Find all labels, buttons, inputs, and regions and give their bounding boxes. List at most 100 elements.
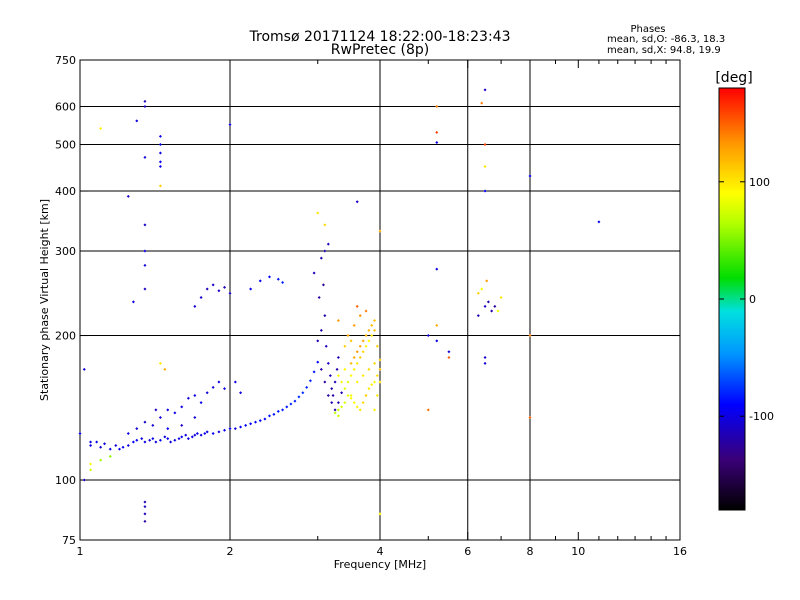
colorbar-ticks: 100 0 -100 — [719, 176, 774, 423]
data-point-O — [205, 287, 209, 291]
y-axis-label: Stationary phase Virtual Height [km] — [38, 199, 51, 401]
data-point-X — [336, 408, 340, 412]
data-point-O — [319, 328, 323, 332]
data-point-X — [370, 334, 374, 338]
data-point-X — [367, 328, 371, 332]
data-point-O — [135, 438, 139, 442]
x-tick-label: 6 — [464, 545, 471, 558]
data-point-O — [163, 435, 167, 439]
data-point-X — [352, 401, 356, 405]
data-point-O — [103, 442, 107, 446]
data-point-O — [143, 440, 147, 444]
data-point-O — [177, 437, 181, 441]
data-point-X — [378, 229, 382, 233]
data-point-X — [358, 355, 362, 359]
data-point-X — [343, 367, 347, 371]
data-point-O — [258, 419, 262, 423]
data-point-X — [361, 401, 365, 405]
data-point-X — [336, 318, 340, 322]
data-point-O — [335, 367, 339, 371]
data-point-X — [485, 279, 489, 283]
data-point-O — [244, 423, 248, 427]
data-point-O — [330, 387, 334, 391]
x-tick-label: 16 — [673, 545, 687, 558]
data-point-O — [143, 519, 147, 523]
data-point-O — [180, 405, 184, 409]
data-point-O — [199, 401, 203, 405]
data-point-O — [223, 387, 227, 391]
data-point-X — [349, 374, 353, 378]
data-point-X — [375, 394, 379, 398]
data-point-O — [166, 437, 170, 441]
data-point-O — [323, 314, 327, 318]
data-point-O — [249, 287, 253, 291]
axis-ticks: 1 2 4 6 8 10 16 75 100 200 300 400 500 600 750 — [55, 54, 687, 558]
data-point-X — [435, 105, 439, 109]
data-point-O — [328, 374, 332, 378]
data-point-O — [281, 408, 285, 412]
data-point-O — [126, 432, 130, 436]
data-point-X — [340, 380, 344, 384]
data-point-O — [211, 432, 215, 436]
data-point-O — [326, 394, 330, 398]
data-point-O — [143, 99, 147, 103]
data-point-O — [272, 412, 276, 416]
data-point-X — [480, 101, 484, 105]
data-point-X — [480, 287, 484, 291]
data-point-X — [349, 339, 353, 343]
data-point-O — [490, 309, 494, 313]
data-point-X — [378, 367, 382, 371]
data-point-O — [435, 140, 439, 144]
data-point-O — [223, 428, 227, 432]
data-point-O — [312, 271, 316, 275]
data-point-X — [378, 512, 382, 516]
data-point-X — [358, 314, 362, 318]
data-point-X — [364, 334, 368, 338]
data-point-O — [323, 249, 327, 253]
data-point-O — [233, 380, 237, 384]
data-point-O — [233, 427, 237, 431]
data-point-O — [143, 105, 147, 109]
data-point-X — [355, 380, 359, 384]
x-tick-label: 8 — [527, 545, 534, 558]
data-point-O — [193, 304, 197, 308]
legend-title: Phases — [630, 24, 665, 35]
data-point-X — [352, 367, 356, 371]
data-point-X — [89, 468, 93, 472]
data-point-O — [199, 296, 203, 300]
data-point-O — [483, 88, 487, 92]
y-tick-label: 300 — [55, 245, 76, 258]
data-point-O — [143, 249, 147, 253]
x-tick-label: 4 — [377, 545, 384, 558]
data-point-X — [364, 394, 368, 398]
data-point-X — [370, 323, 374, 327]
data-point-X — [158, 184, 162, 188]
data-point-O — [276, 277, 280, 281]
data-point-O — [355, 200, 359, 204]
data-point-O — [249, 422, 253, 426]
data-point-X — [352, 355, 356, 359]
data-point-O — [316, 339, 320, 343]
data-point-X — [346, 334, 350, 338]
data-point-O — [158, 160, 162, 164]
data-point-O — [114, 444, 118, 448]
chart-title-line2: RwPretec (8p) — [331, 42, 429, 58]
data-point-O — [483, 189, 487, 193]
data-point-O — [321, 283, 325, 287]
data-point-O — [317, 296, 321, 300]
colorbar-tick-label: 100 — [749, 176, 770, 189]
data-point-O — [143, 223, 147, 227]
data-point-O — [205, 430, 209, 434]
data-point-O — [126, 444, 130, 448]
data-point-X — [352, 323, 356, 327]
data-point-O — [308, 379, 312, 383]
data-point-X — [89, 462, 93, 466]
y-tick-label: 100 — [55, 474, 76, 487]
data-point-X — [361, 350, 365, 354]
data-point-X — [336, 374, 340, 378]
data-point-O — [131, 440, 135, 444]
data-point-X — [528, 334, 532, 338]
x-axis-label: Frequency [MHz] — [334, 558, 426, 571]
data-point-X — [355, 304, 359, 308]
